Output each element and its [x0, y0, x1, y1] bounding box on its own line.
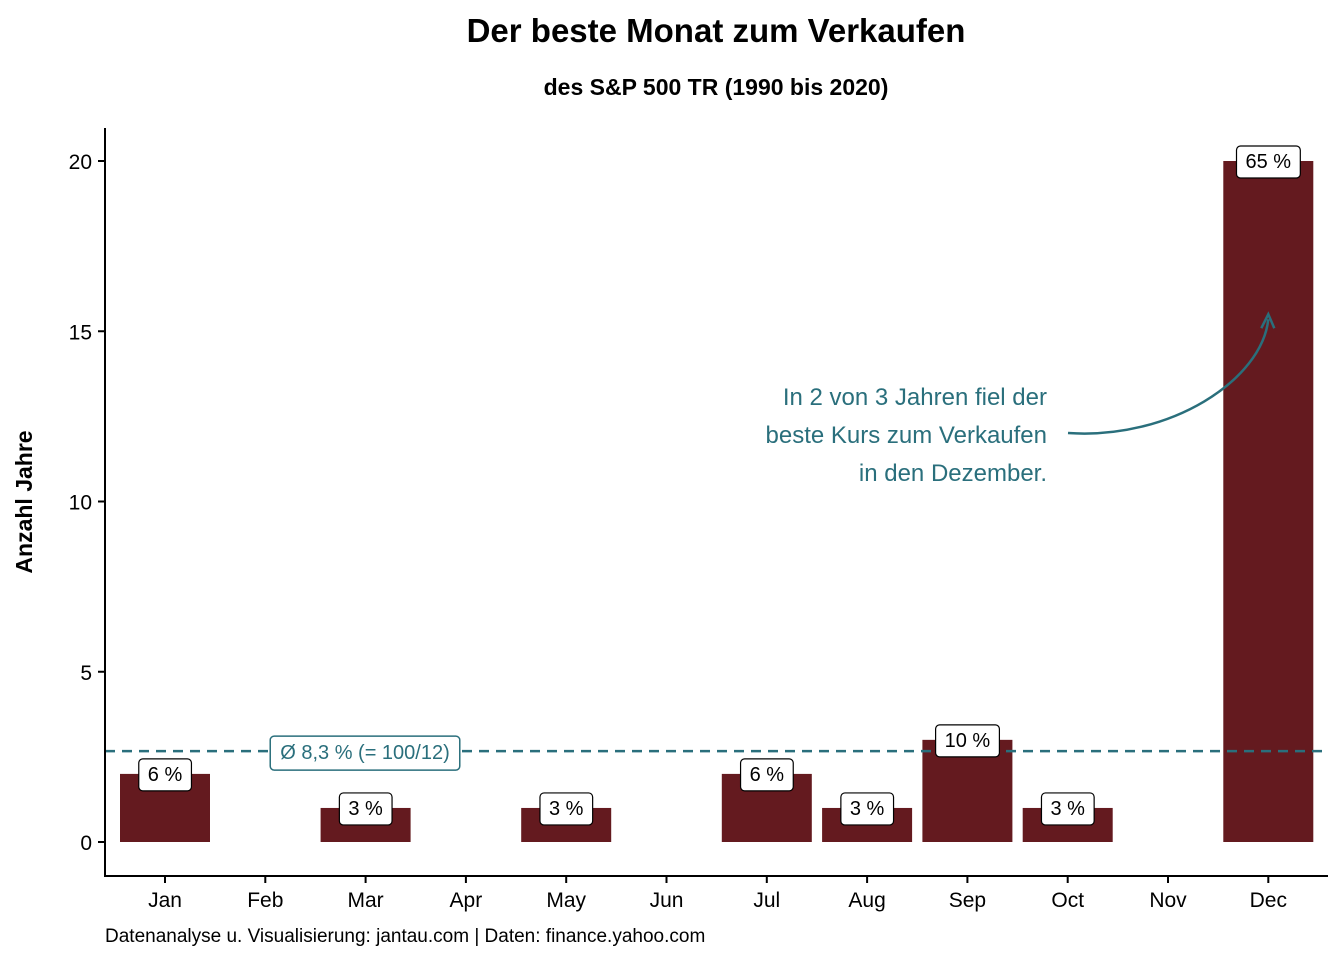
x-tick-label-jul: Jul — [753, 889, 780, 912]
y-tick-label: 20 — [69, 151, 92, 174]
x-tick-label-sep: Sep — [949, 889, 986, 912]
bar-label-dec: 65 % — [1246, 151, 1292, 173]
x-tick-label-jun: Jun — [650, 889, 684, 912]
x-tick-label-mar: Mar — [348, 889, 384, 912]
bar-label-aug: 3 % — [850, 798, 885, 820]
bar-label-box-may — [539, 792, 594, 826]
caption: Datenanalyse u. Visualisierung: jantau.c… — [105, 926, 705, 947]
bar-label-mar: 3 % — [348, 798, 383, 820]
y-ticks-group: 0 5 10 15 20 — [69, 151, 105, 855]
bar-label-oct: 3 % — [1050, 798, 1085, 820]
chart-subtitle: des S&P 500 TR (1990 bis 2020) — [544, 74, 889, 100]
bar-labels-group: 6 % 3 % 3 % 6 % 3 % 10 % 3 % 65 % — [138, 145, 1301, 826]
bar-label-box-dec — [1235, 145, 1301, 179]
annotation-text-line: In 2 von 3 Jahren fiel der — [783, 384, 1047, 411]
annotation-group: In 2 von 3 Jahren fiel der beste Kurs zum… — [766, 311, 1276, 487]
reference-label-box — [269, 735, 461, 771]
y-tick-label: 15 — [69, 321, 92, 344]
annotation-text-line: in den Dezember. — [859, 460, 1047, 487]
x-tick-label-nov: Nov — [1149, 889, 1187, 912]
y-axis-label: Anzahl Jahre — [11, 430, 37, 573]
bars-group — [120, 161, 1314, 842]
bar-label-box-sep — [935, 724, 1001, 758]
bar-label-jan: 6 % — [148, 764, 183, 786]
x-tick-label-oct: Oct — [1051, 889, 1084, 912]
x-tick-label-dec: Dec — [1250, 889, 1287, 912]
bar-label-sep: 10 % — [945, 730, 991, 752]
y-tick-label: 10 — [69, 492, 92, 515]
x-tick-label-aug: Aug — [848, 889, 885, 912]
chart-title: Der beste Monat zum Verkaufen — [467, 12, 966, 49]
y-tick-label: 5 — [80, 662, 92, 685]
bar-label-box-aug — [840, 792, 895, 826]
y-tick-label: 0 — [80, 832, 92, 855]
x-tick-label-may: May — [546, 889, 586, 912]
bar-label-box-oct — [1040, 792, 1095, 826]
x-ticks-group: Jan Feb Mar Apr May Jun Jul Aug Sep Oct Nov Dec — [148, 876, 1287, 912]
bar-dec — [1223, 161, 1314, 842]
bar-label-box-jul — [739, 758, 794, 792]
x-tick-label-feb: Feb — [247, 889, 283, 912]
x-tick-label-apr: Apr — [450, 889, 483, 912]
bar-label-may: 3 % — [549, 798, 584, 820]
bar-label-box-jan — [138, 758, 193, 792]
x-tick-label-jan: Jan — [148, 889, 182, 912]
annotation-arrow — [1067, 319, 1270, 435]
reference-label: Ø 8,3 % (= 100/12) — [280, 742, 450, 764]
bar-label-box-mar — [338, 792, 393, 826]
reference-line-group: Ø 8,3 % (= 100/12) — [105, 735, 1328, 771]
bar-label-jul: 6 % — [750, 764, 785, 786]
annotation-arrow-head — [1260, 311, 1276, 329]
annotation-text-line: beste Kurs zum Verkaufen — [766, 422, 1047, 449]
